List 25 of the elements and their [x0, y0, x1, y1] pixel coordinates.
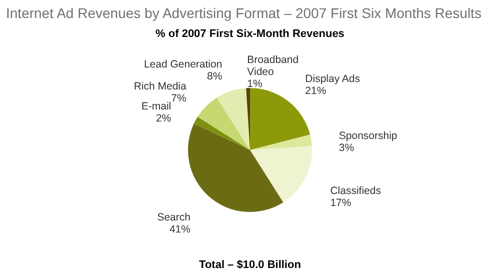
- pie-slice: [216, 88, 250, 150]
- data-label: 8%: [207, 70, 222, 82]
- data-label: 41%: [169, 224, 190, 236]
- pie-slice: [250, 146, 312, 202]
- text: Total – $10.0 Billion: [198, 259, 302, 271]
- data-label: 3%: [338, 142, 354, 154]
- slice-label: Search: [157, 212, 191, 224]
- slice-label: Rich Media: [134, 80, 187, 92]
- slice-label: E-mail: [141, 100, 172, 113]
- data-label: 17%: [330, 196, 352, 209]
- pie-slice: [188, 124, 284, 212]
- slice-label: Lead Generation: [144, 58, 222, 70]
- slice-label: Broadband Video: [247, 54, 299, 78]
- chart-title: Internet Ad Revenues by Advertising Format – 2007 First Six Months Results: [5, 4, 482, 23]
- pie-slice: [194, 116, 250, 150]
- data-label: 1%: [247, 78, 262, 90]
- chart-subtitle: % of 2007 First Six-Month Revenues: [154, 27, 346, 42]
- data-label: 2%: [156, 112, 172, 125]
- pie-slice: [250, 134, 312, 150]
- data-label: 21%: [305, 84, 326, 97]
- slice-label: Display Ads: [305, 72, 360, 85]
- data-label: 7%: [171, 92, 186, 104]
- slice-label: Sponsorship: [338, 130, 398, 142]
- pie-slice: [198, 98, 250, 150]
- slice-label: Classifieds: [330, 184, 381, 197]
